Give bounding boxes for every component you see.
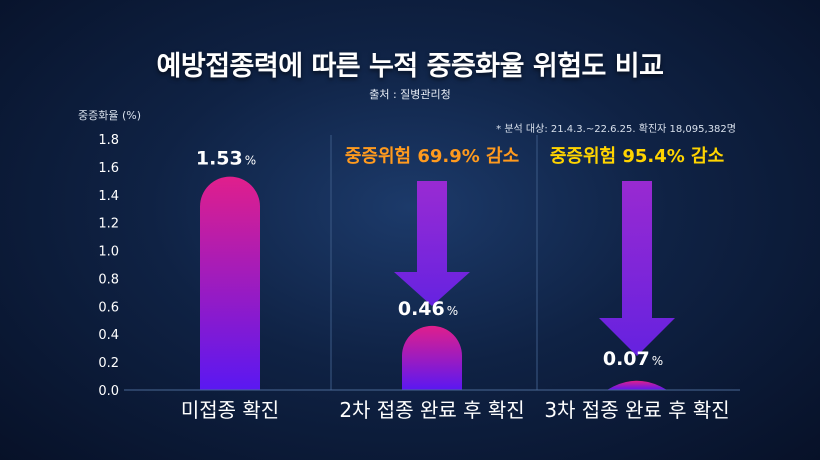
category-label: 2차 접종 완료 후 확진	[339, 398, 524, 422]
bar	[200, 176, 260, 390]
chart-title: 예방접종력에 따른 누적 중증화율 위험도 비교	[156, 51, 664, 82]
y-tick-label: 1.0	[98, 245, 119, 260]
y-tick-label: 1.8	[98, 133, 119, 148]
bar	[607, 380, 667, 390]
y-tick-label: 0.6	[98, 300, 119, 315]
reduction-arrow	[599, 181, 675, 356]
value-label: 0.07%	[603, 348, 663, 370]
y-tick-label: 0.4	[98, 328, 119, 343]
y-tick-label: 1.2	[98, 217, 119, 232]
category-label: 3차 접종 완료 후 확진	[544, 398, 729, 422]
y-tick-label: 0.2	[98, 356, 119, 371]
y-tick-label: 0.8	[98, 272, 119, 287]
reduction-arrow	[394, 181, 470, 306]
value-label: 1.53%	[196, 148, 256, 170]
y-axis-label: 중증화율 (%)	[78, 109, 142, 122]
y-tick-label: 1.6	[98, 161, 119, 176]
value-label: 0.46%	[398, 298, 458, 320]
y-tick-label: 0.0	[98, 384, 119, 399]
reduction-annotation: 중증위험 95.4% 감소	[550, 145, 724, 167]
reduction-annotation: 중증위험 69.9% 감소	[345, 145, 519, 167]
bar	[402, 325, 462, 390]
y-tick-label: 1.4	[98, 189, 119, 204]
analysis-note: * 분석 대상: 21.4.3.~22.6.25. 확진자 18,095,382…	[496, 124, 736, 135]
category-label: 미접종 확진	[181, 398, 279, 422]
chart-source: 출처 : 질병관리청	[369, 88, 451, 101]
